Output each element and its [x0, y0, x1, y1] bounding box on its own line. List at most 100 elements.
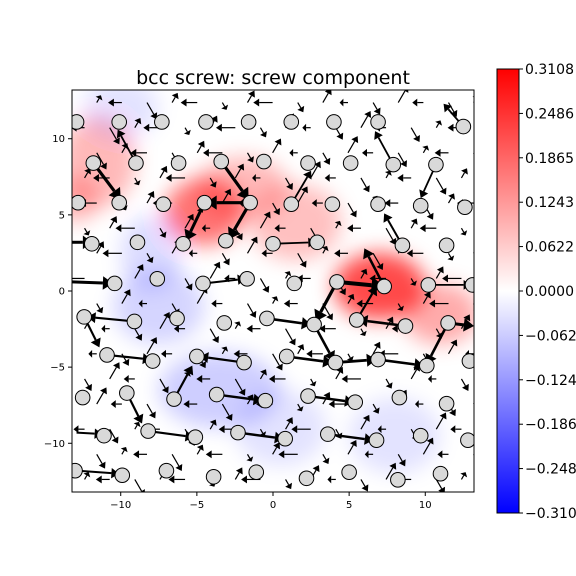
atom-marker — [216, 315, 233, 331]
arrow-shaft — [360, 115, 369, 128]
arrow — [209, 328, 219, 344]
y-tick-label: 0 — [59, 287, 65, 298]
arrow-head — [364, 110, 372, 118]
x-tick-label: 0 — [270, 500, 276, 511]
arrow-shaft — [297, 348, 302, 355]
atom-marker — [96, 427, 112, 444]
arrow-shaft — [397, 152, 405, 163]
arrow-head — [334, 249, 341, 258]
arrow-head — [334, 220, 342, 227]
arrow-shaft — [84, 378, 90, 387]
arrow — [347, 136, 359, 154]
arrow-head — [273, 442, 281, 450]
arrow-head — [274, 138, 282, 146]
arrow-head — [85, 383, 92, 391]
arrow-head — [297, 105, 305, 113]
arrow-head — [414, 400, 419, 408]
arrow — [183, 127, 191, 135]
arrow — [211, 299, 223, 308]
arrow-shaft — [297, 102, 302, 109]
arrow-shaft — [171, 96, 176, 103]
arrow-head — [188, 249, 193, 258]
arrow-head — [461, 168, 468, 175]
arrow-head — [309, 380, 317, 387]
arrow-shaft — [272, 353, 280, 366]
arrow — [215, 123, 236, 132]
arrow — [203, 148, 223, 157]
atom-marker — [277, 430, 293, 447]
arrow-head — [463, 314, 471, 322]
arrow-head — [351, 136, 359, 144]
arrow — [96, 387, 107, 405]
arrow-shaft — [297, 191, 305, 204]
arrow-head — [196, 375, 203, 383]
arrow — [221, 253, 230, 266]
arrow-head — [349, 439, 357, 447]
atom-marker — [397, 318, 414, 334]
atom-marker — [230, 424, 246, 441]
atom-marker — [257, 392, 274, 409]
arrow-shaft — [322, 92, 329, 103]
arrow-head — [250, 236, 258, 244]
arrow-head — [447, 255, 455, 261]
arrow-head — [110, 216, 118, 224]
arrow-head — [113, 137, 120, 145]
atom-marker — [111, 114, 128, 130]
atom-marker — [106, 275, 123, 292]
arrow — [272, 442, 281, 455]
arrow-head — [83, 472, 91, 478]
arrow — [234, 163, 245, 179]
arrow-head — [437, 450, 443, 459]
arrow-head — [222, 258, 230, 266]
arrow-head — [116, 129, 126, 139]
arrow — [346, 353, 354, 362]
arrow-shaft — [196, 145, 202, 154]
arrow-shaft — [196, 291, 205, 304]
arrow — [159, 165, 168, 179]
atom-marker — [309, 234, 325, 251]
atom-marker — [149, 271, 166, 287]
arrow-head — [168, 475, 175, 484]
arrow-head — [211, 299, 217, 308]
atom-marker — [440, 315, 456, 331]
arrow — [209, 261, 221, 279]
arrow-shaft — [109, 220, 115, 229]
arrow-head — [203, 148, 209, 157]
atom-marker — [196, 194, 213, 211]
arrow — [96, 454, 106, 469]
field-blob — [234, 389, 327, 467]
arrow-head — [429, 299, 436, 308]
atom-marker — [438, 237, 455, 254]
arrow — [259, 127, 267, 138]
arrow-head — [361, 484, 369, 492]
y-tick-label: 10 — [52, 134, 65, 145]
atom-marker — [286, 275, 303, 292]
colorbar-tick-label: −0.3108 — [525, 506, 576, 522]
arrow-shaft — [96, 454, 103, 464]
atom-marker — [256, 153, 272, 170]
arrow-head — [301, 317, 312, 330]
arrow-head — [299, 260, 307, 268]
arrow-head — [215, 123, 222, 132]
arrow-head — [314, 161, 321, 169]
arrow-shaft — [410, 278, 415, 283]
arrow-head — [422, 145, 430, 151]
arrow — [188, 249, 198, 258]
arrow-head — [450, 425, 456, 434]
arrow — [397, 303, 404, 311]
arrow-shaft — [473, 152, 474, 155]
arrow-shaft — [473, 402, 474, 405]
arrow-head — [372, 407, 380, 414]
arrow-shaft — [234, 472, 240, 480]
arrow-shaft — [435, 271, 441, 279]
arrow-head — [442, 274, 448, 283]
arrow-head — [427, 375, 432, 383]
arrow — [460, 168, 468, 179]
arrow-shaft — [96, 152, 104, 165]
arrow-head — [241, 475, 247, 484]
arrow-head — [100, 162, 107, 170]
arrow-head — [175, 464, 183, 472]
arrow-head — [296, 406, 304, 412]
arrow-head — [297, 344, 305, 351]
arrow-shaft — [146, 341, 155, 355]
